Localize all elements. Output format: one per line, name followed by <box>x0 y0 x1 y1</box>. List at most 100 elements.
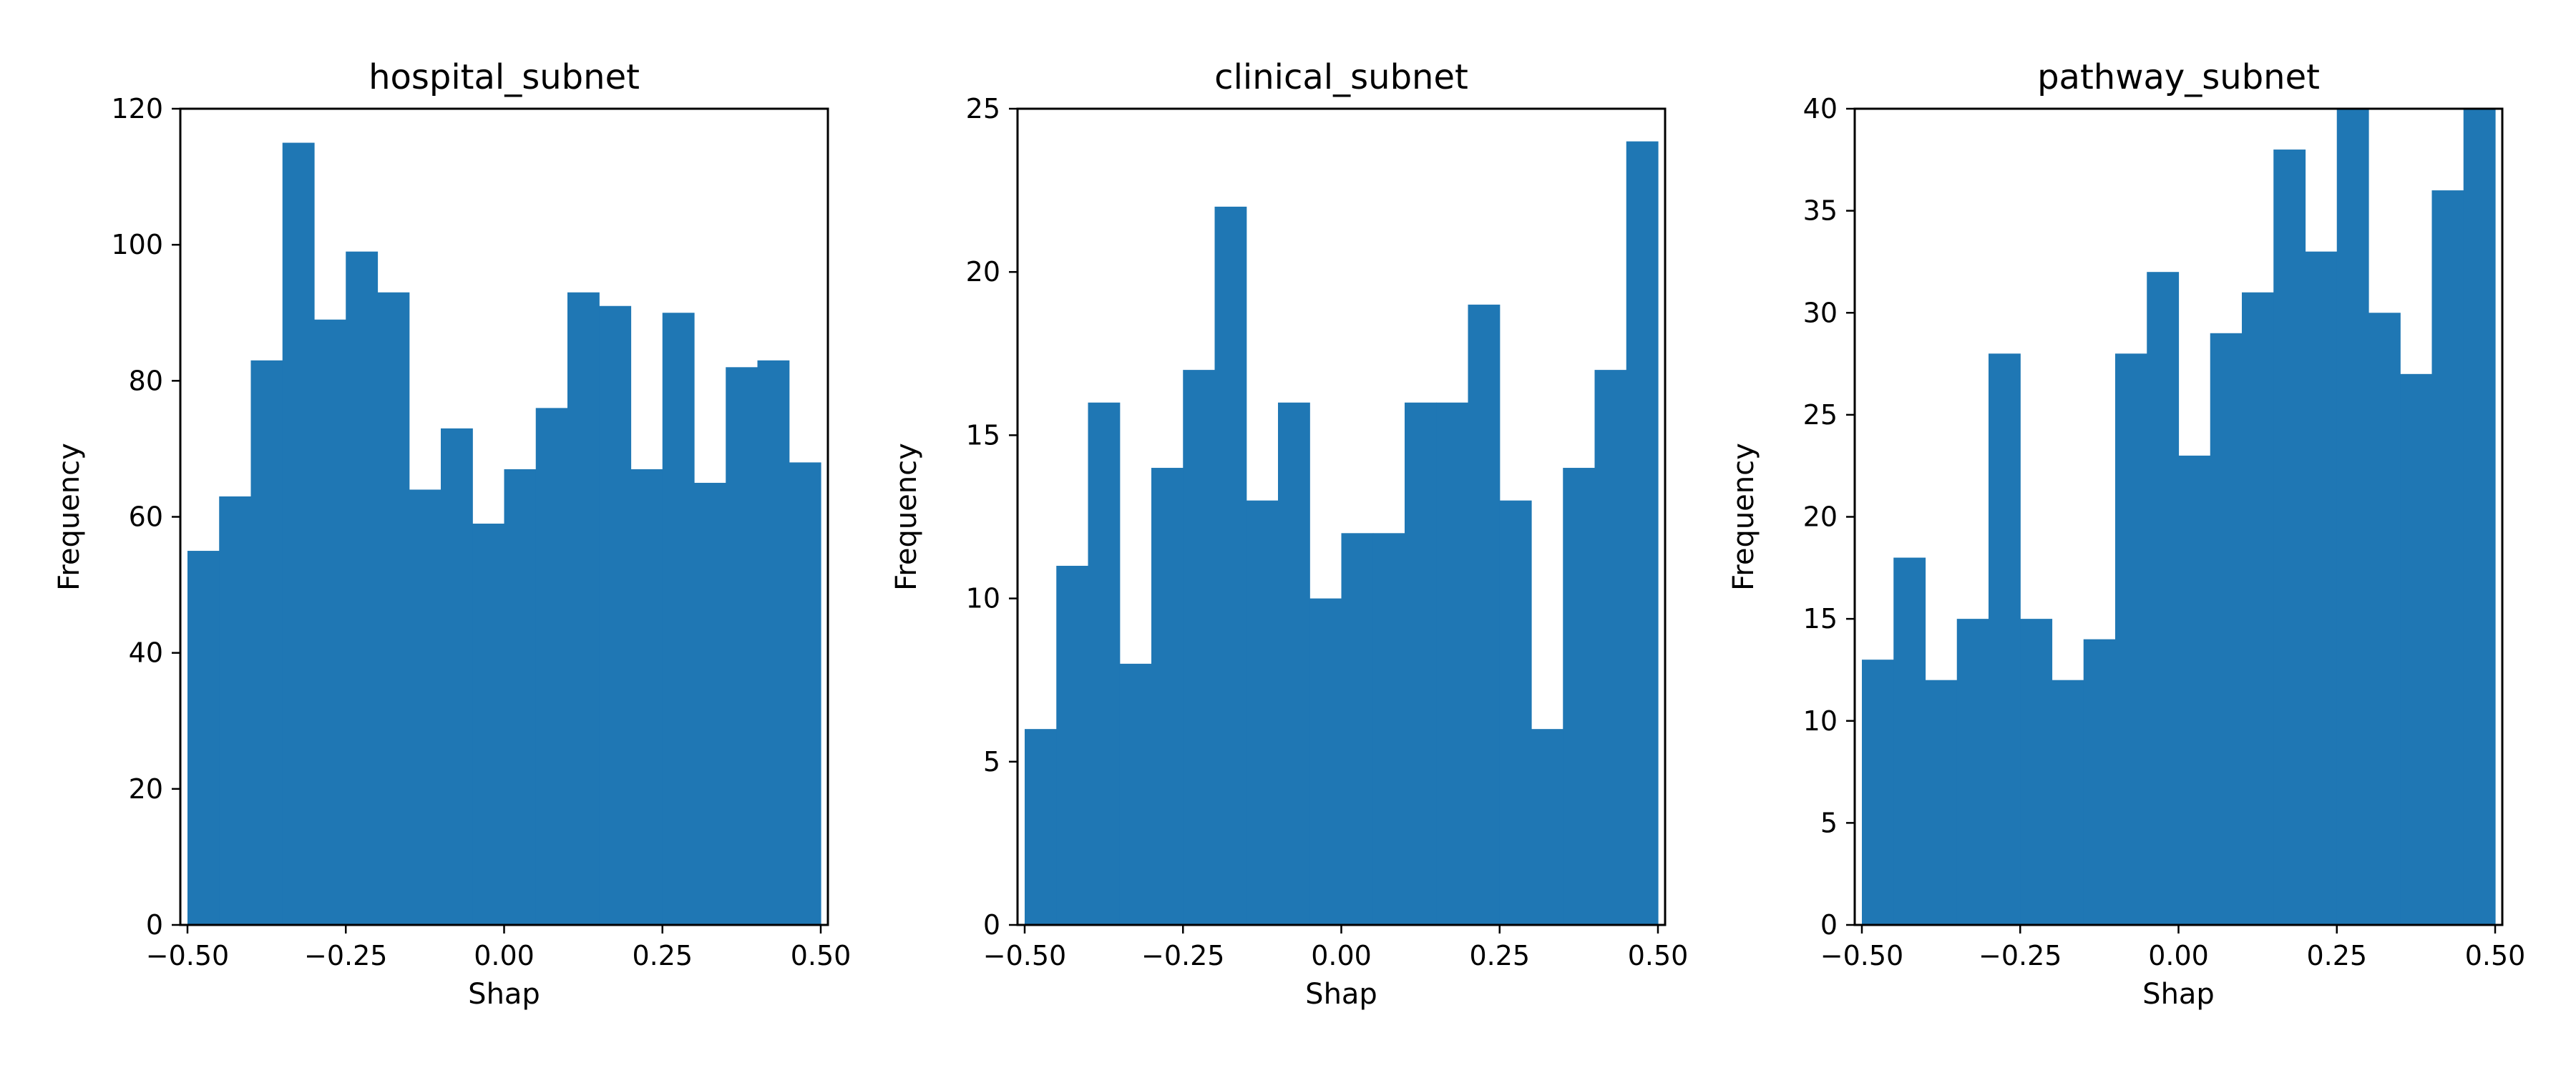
x-tick-label: 0.25 <box>2306 940 2367 971</box>
y-tick-label: 25 <box>1803 399 1838 431</box>
histogram-bar <box>1278 402 1310 925</box>
y-tick-label: 25 <box>966 93 1000 124</box>
histogram-bar <box>1925 680 1958 925</box>
chart-title: clinical_subnet <box>1214 57 1468 97</box>
histogram-bar <box>1531 729 1563 925</box>
histogram-bar <box>2210 333 2243 925</box>
x-tick-label: −0.25 <box>304 940 387 971</box>
histogram-bar <box>1025 729 1057 925</box>
histogram-bar <box>2305 251 2338 925</box>
y-tick-label: 5 <box>1820 807 1838 838</box>
histogram-bar <box>2178 455 2211 925</box>
y-tick-label: 15 <box>1803 603 1838 635</box>
histogram-bar <box>2400 373 2433 925</box>
histogram-bar <box>694 482 726 925</box>
y-tick-label: 20 <box>129 773 163 805</box>
histogram-bar <box>2242 292 2274 926</box>
x-tick-label: 0.25 <box>1469 940 1530 971</box>
histogram-bar <box>662 313 695 925</box>
y-tick-label: 40 <box>1803 93 1838 124</box>
histogram-bar <box>250 360 283 925</box>
histogram-bar <box>1309 598 1342 925</box>
histogram-bar <box>2115 353 2147 925</box>
histogram-bar <box>2020 619 2053 925</box>
x-tick-label: 0.50 <box>2465 940 2526 971</box>
histogram-bar <box>535 408 568 925</box>
histogram-bar <box>346 251 379 925</box>
y-tick-label: 10 <box>966 583 1000 614</box>
y-axis-label: Frequency <box>1727 443 1760 591</box>
x-tick-label: 0.00 <box>2148 940 2209 971</box>
y-tick-label: 20 <box>966 256 1000 288</box>
y-tick-label: 30 <box>1803 297 1838 328</box>
histogram-bar <box>1594 370 1627 925</box>
histogram-bar <box>1893 557 1926 925</box>
histogram-bar <box>1088 402 1121 925</box>
histogram-bar <box>219 496 252 925</box>
x-tick-label: −0.50 <box>1820 940 1903 971</box>
x-axis-label: Shap <box>2142 978 2215 1011</box>
histogram-bar <box>1151 468 1184 925</box>
x-tick-label: −0.25 <box>1141 940 1224 971</box>
histogram-bar <box>1214 206 1247 925</box>
histogram-bar <box>599 305 632 925</box>
histogram-bar <box>1499 500 1532 925</box>
chart-title: pathway_subnet <box>2037 57 2320 97</box>
histogram-bar <box>314 319 346 926</box>
histogram-bar <box>1563 468 1596 925</box>
x-tick-label: 0.50 <box>791 940 852 971</box>
y-tick-label: 80 <box>129 365 163 396</box>
x-tick-label: 0.50 <box>1628 940 1689 971</box>
y-tick-label: 5 <box>983 746 1000 778</box>
histogram-bar <box>1956 619 1989 925</box>
histogram-panel-2: −0.50 −0.25 0.00 0.25 0.50 0 5 10 15 20 25 clinical… <box>890 57 1688 1011</box>
x-tick-label: −0.50 <box>146 940 229 971</box>
y-tick-label: 60 <box>129 501 163 533</box>
y-tick-label: 100 <box>111 229 163 260</box>
histogram-bar <box>504 469 537 925</box>
y-axis-label: Frequency <box>53 443 86 591</box>
histogram-bar <box>1468 304 1501 926</box>
y-tick-label: 0 <box>146 909 163 941</box>
x-tick-label: 0.25 <box>632 940 693 971</box>
histogram-bar <box>1341 533 1374 925</box>
y-tick-label: 20 <box>1803 501 1838 533</box>
histogram-bar <box>1862 660 1894 925</box>
histogram-bar <box>377 292 410 926</box>
y-tick-label: 120 <box>111 93 163 124</box>
y-tick-label: 0 <box>983 909 1000 941</box>
y-tick-label: 15 <box>966 419 1000 451</box>
x-tick-label: −0.50 <box>983 940 1066 971</box>
histogram-bar <box>789 462 821 925</box>
histogram-bar <box>441 428 473 925</box>
histogram-bar <box>630 469 663 925</box>
histogram-bar <box>2273 150 2306 925</box>
histogram-bar <box>567 292 600 926</box>
histogram-bar <box>1183 370 1216 925</box>
histogram-bar <box>2463 109 2496 925</box>
histogram-bar <box>2368 313 2401 925</box>
x-tick-label: 0.00 <box>1311 940 1372 971</box>
histogram-bar <box>409 489 441 925</box>
histogram-panel-1: −0.50 −0.25 0.00 0.25 0.50 0 20 40 60 80 100 120 hos… <box>53 57 851 1011</box>
chart-title: hospital_subnet <box>369 57 640 97</box>
y-tick-label: 0 <box>1820 909 1838 941</box>
histogram-bar <box>1989 353 2021 925</box>
histogram-bar <box>1626 141 1659 925</box>
y-tick-label: 35 <box>1803 195 1838 227</box>
x-axis-label: Shap <box>468 978 540 1011</box>
histogram-bar <box>187 551 220 925</box>
histogram-bar <box>2051 680 2084 925</box>
histogram-bar <box>2431 190 2464 926</box>
histogram-bar <box>282 142 315 926</box>
histogram-bar <box>2147 272 2180 925</box>
y-axis-label: Frequency <box>890 443 923 591</box>
histogram-bar <box>757 360 790 925</box>
y-tick-label: 10 <box>1803 705 1838 737</box>
y-tick-label: 40 <box>129 637 163 669</box>
histogram-bar <box>1056 565 1089 925</box>
histogram-bar <box>2083 639 2116 925</box>
histogram-bar <box>726 367 758 925</box>
histogram-bar <box>1246 500 1279 925</box>
